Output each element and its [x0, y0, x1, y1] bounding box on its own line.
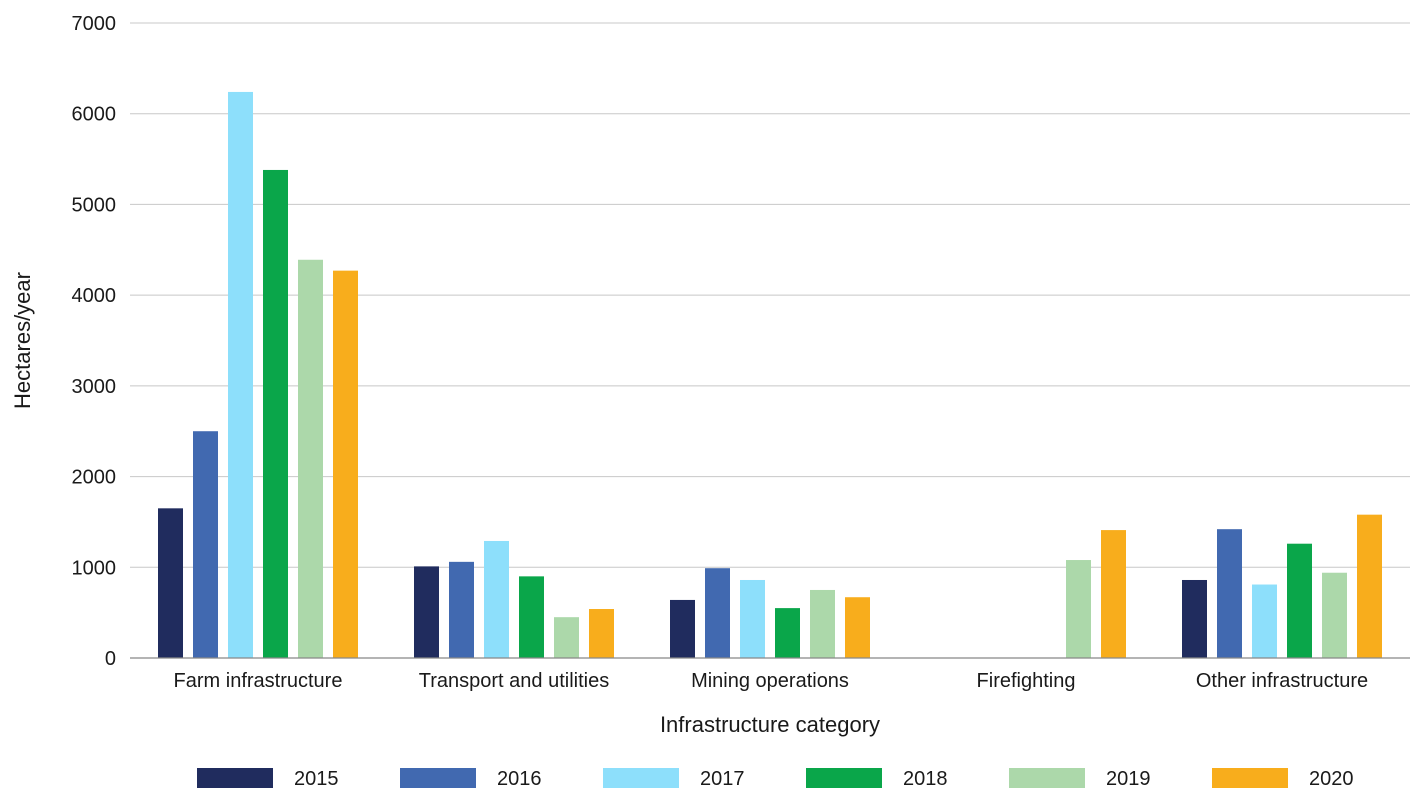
- legend-swatch: [1009, 768, 1085, 788]
- y-tick-label: 6000: [72, 104, 117, 126]
- y-tick-label: 7000: [72, 13, 117, 35]
- y-tick-label: 1000: [72, 557, 117, 579]
- bar: [1217, 529, 1242, 658]
- bar: [775, 608, 800, 658]
- x-tick-label: Other infrastructure: [1196, 670, 1368, 692]
- legend-label: 2015: [294, 768, 339, 790]
- bar: [1066, 560, 1091, 658]
- bar: [449, 561, 474, 658]
- bar: [193, 431, 218, 658]
- bar: [484, 540, 509, 658]
- bar: [1322, 572, 1347, 658]
- legend-swatch: [806, 768, 882, 788]
- bar: [705, 568, 730, 658]
- bar: [1252, 584, 1277, 658]
- bar: [333, 270, 358, 658]
- bar: [298, 259, 323, 658]
- x-axis-ticks: Farm infrastructure Transport and utiliti…: [174, 670, 1369, 692]
- legend-swatch: [197, 768, 273, 788]
- legend-label: 2016: [497, 768, 542, 790]
- bar: [1101, 530, 1126, 658]
- y-tick-label: 0: [105, 648, 116, 670]
- bar: [589, 609, 614, 658]
- legend-swatch: [603, 768, 679, 788]
- x-tick-label: Firefighting: [977, 670, 1076, 692]
- bar: [1287, 543, 1312, 658]
- y-tick-label: 4000: [72, 285, 117, 307]
- bars: [158, 91, 1382, 658]
- bar: [740, 579, 765, 658]
- y-axis-ticks: 0 1000 2000 3000 4000 5000 6000 7000: [72, 13, 117, 670]
- y-tick-label: 2000: [72, 467, 117, 489]
- bar: [263, 169, 288, 658]
- bar: [519, 576, 544, 658]
- y-tick-label: 3000: [72, 376, 117, 398]
- legend-label: 2019: [1106, 768, 1151, 790]
- x-axis-title: Infrastructure category: [660, 712, 880, 737]
- legend-swatch: [400, 768, 476, 788]
- y-tick-label: 5000: [72, 194, 117, 216]
- bar: [1357, 514, 1382, 658]
- legend-label: 2017: [700, 768, 745, 790]
- bar: [414, 566, 439, 658]
- bar: [158, 508, 183, 658]
- y-axis-title: Hectares/year: [10, 272, 35, 409]
- x-tick-label: Mining operations: [691, 670, 849, 692]
- bar: [845, 597, 870, 658]
- legend: 2015 2016 2017 2018 2019 2020: [197, 768, 1354, 790]
- bar: [670, 599, 695, 658]
- bar: [1182, 579, 1207, 658]
- bar: [554, 617, 579, 658]
- legend-label: 2018: [903, 768, 948, 790]
- legend-label: 2020: [1309, 768, 1354, 790]
- x-tick-label: Transport and utilities: [419, 670, 609, 692]
- bar: [810, 589, 835, 658]
- x-tick-label: Farm infrastructure: [174, 670, 343, 692]
- bar: [228, 91, 253, 658]
- legend-swatch: [1212, 768, 1288, 788]
